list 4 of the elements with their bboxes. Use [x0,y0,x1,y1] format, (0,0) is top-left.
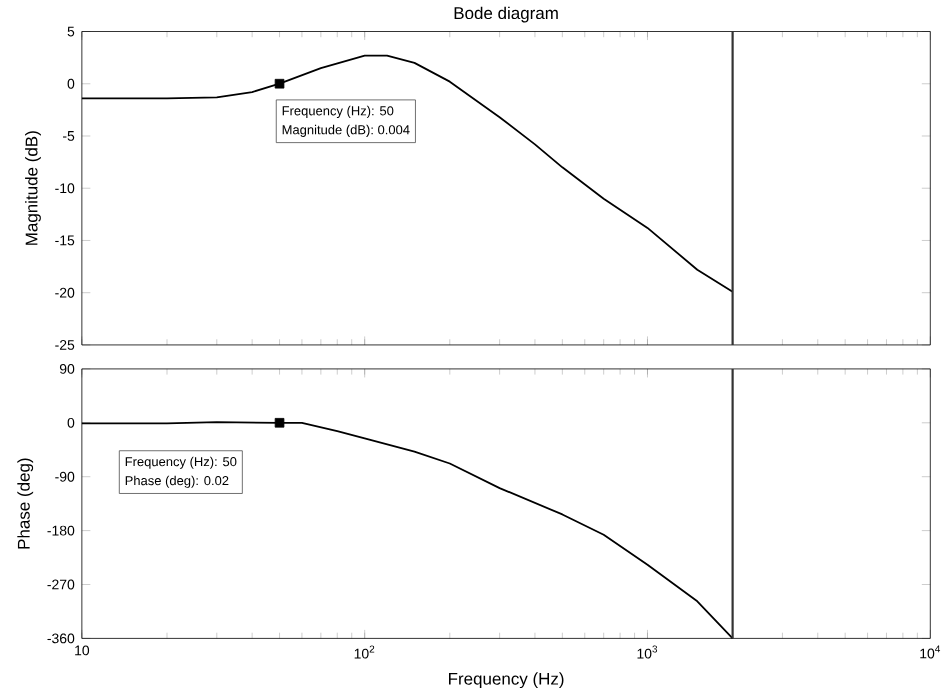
chart-title: Bode diagram [454,6,558,23]
x-axis-title: Frequency (Hz) [449,672,564,688]
y-axis-title: Magnitude (dB) [25,131,41,245]
y-axis-title: Phase (deg) [17,458,34,549]
